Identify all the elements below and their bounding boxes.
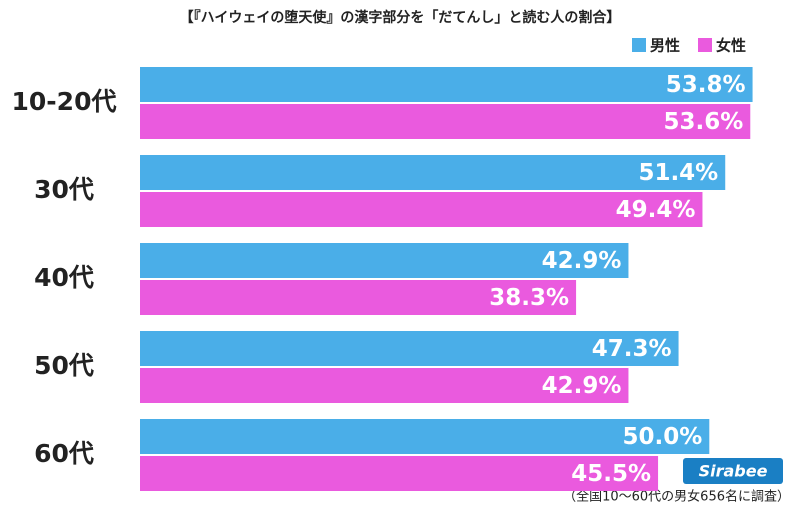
bar (140, 67, 753, 102)
bar (140, 155, 726, 190)
y-tick-label: 50代 (34, 351, 94, 380)
note: （全国10〜60代の男女656名に調査） (563, 489, 790, 505)
value-label: 53.8% (666, 72, 746, 98)
value-label: 42.9% (542, 373, 622, 399)
chart-title: 【『ハイウェイの堕天使』の漢字部分を「だてんし」と読む人の割合】 (180, 9, 621, 26)
bar (140, 419, 710, 454)
y-tick-label: 10-20代 (12, 87, 117, 116)
value-label: 45.5% (571, 461, 651, 487)
bar (140, 192, 703, 227)
bar (140, 243, 629, 278)
value-label: 53.6% (663, 109, 743, 135)
legend-label: 男性 (650, 37, 680, 55)
bar (140, 280, 577, 315)
logo-box (683, 458, 783, 484)
legend-swatch (632, 38, 646, 52)
y-tick-label: 60代 (34, 439, 94, 468)
legend-swatch (698, 38, 712, 52)
logo: Sirabee (699, 462, 768, 481)
y-tick-label: 40代 (34, 263, 94, 292)
value-label: 51.4% (638, 160, 718, 186)
y-tick-label: 30代 (34, 175, 94, 204)
bar (140, 456, 659, 491)
value-label: 49.4% (616, 197, 696, 223)
bar (140, 104, 751, 139)
value-label: 47.3% (592, 336, 672, 362)
value-label: 50.0% (623, 424, 703, 450)
value-label: 42.9% (542, 248, 622, 274)
bar (140, 368, 629, 403)
value-label: 38.3% (489, 285, 569, 311)
bar (140, 331, 679, 366)
legend-label: 女性 (716, 37, 746, 55)
